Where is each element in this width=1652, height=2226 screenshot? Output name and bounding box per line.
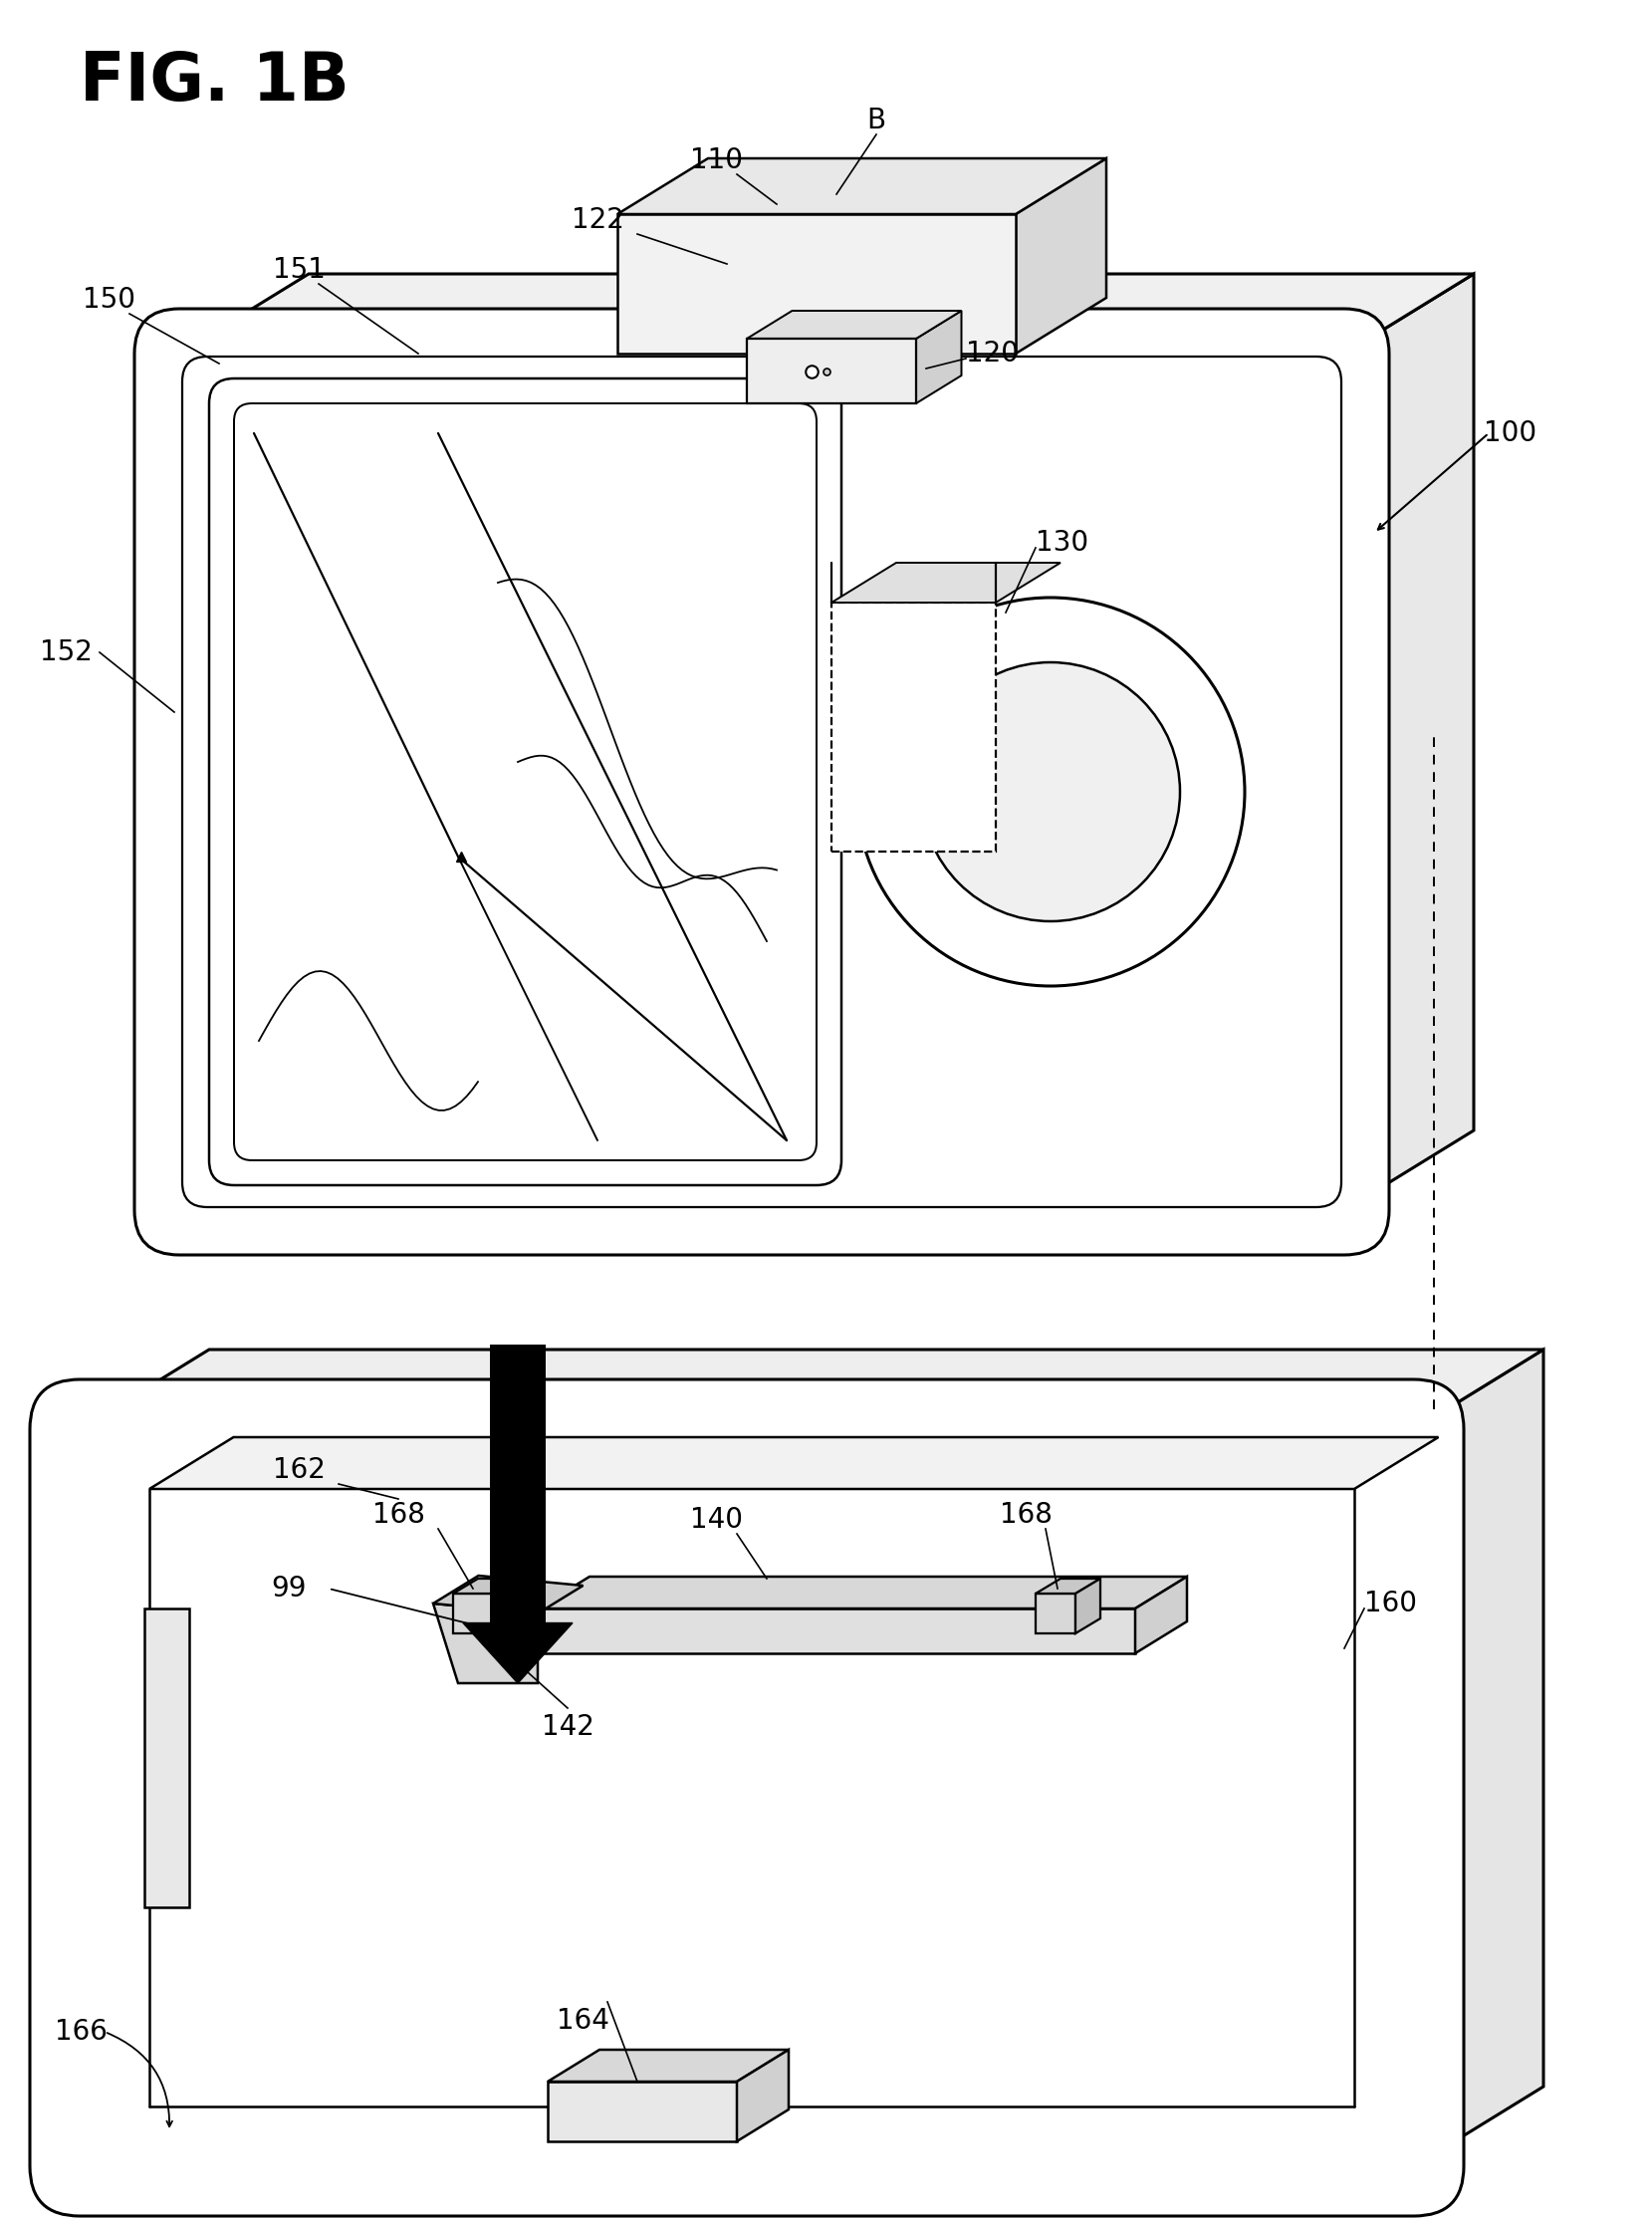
- Polygon shape: [747, 312, 961, 338]
- Text: 130: 130: [1036, 530, 1089, 556]
- FancyBboxPatch shape: [30, 1380, 1464, 2217]
- Bar: [747, 338, 917, 403]
- Text: 100: 100: [1483, 418, 1536, 447]
- Polygon shape: [1075, 1578, 1100, 1634]
- Polygon shape: [149, 1438, 1439, 1489]
- Polygon shape: [433, 1576, 583, 1614]
- Polygon shape: [79, 1349, 1543, 1429]
- Text: 152: 152: [40, 639, 93, 666]
- Bar: [1036, 1594, 1075, 1634]
- Polygon shape: [1345, 274, 1474, 1211]
- Polygon shape: [492, 1578, 517, 1634]
- Text: 142: 142: [542, 1714, 595, 1741]
- Text: 151: 151: [273, 256, 325, 285]
- Polygon shape: [618, 158, 1107, 214]
- Bar: [453, 1594, 492, 1634]
- Polygon shape: [1036, 1578, 1100, 1594]
- Text: FIG. 1B: FIG. 1B: [79, 49, 349, 114]
- Text: 99: 99: [271, 1574, 307, 1603]
- Bar: [618, 214, 1016, 354]
- Polygon shape: [831, 563, 1061, 603]
- Circle shape: [856, 597, 1244, 986]
- Text: 122: 122: [572, 207, 624, 234]
- Bar: [548, 2081, 737, 2141]
- FancyBboxPatch shape: [235, 403, 816, 1160]
- Text: 168: 168: [372, 1500, 425, 1529]
- Bar: [831, 603, 996, 853]
- Polygon shape: [453, 1578, 517, 1594]
- Text: 168: 168: [999, 1500, 1052, 1529]
- Polygon shape: [463, 1623, 573, 1683]
- Text: 162: 162: [273, 1456, 325, 1485]
- Polygon shape: [537, 1576, 1188, 1609]
- Text: 150: 150: [83, 285, 135, 314]
- Bar: [144, 1609, 190, 1908]
- Polygon shape: [548, 2050, 788, 2081]
- Polygon shape: [1135, 1576, 1188, 1654]
- Text: B: B: [867, 107, 885, 134]
- Text: 164: 164: [557, 2008, 610, 2035]
- Text: 160: 160: [1365, 1589, 1417, 1618]
- Polygon shape: [1414, 1349, 1543, 2166]
- FancyBboxPatch shape: [210, 378, 841, 1184]
- Polygon shape: [1016, 158, 1107, 354]
- Text: 140: 140: [691, 1507, 743, 1534]
- Polygon shape: [433, 1603, 537, 1683]
- Polygon shape: [737, 2050, 788, 2141]
- FancyBboxPatch shape: [134, 309, 1389, 1255]
- Bar: [537, 1609, 1135, 1654]
- Text: 110: 110: [691, 147, 743, 174]
- Text: 120: 120: [966, 341, 1019, 367]
- FancyBboxPatch shape: [182, 356, 1341, 1206]
- Polygon shape: [917, 312, 961, 403]
- Polygon shape: [178, 274, 1474, 354]
- Text: 166: 166: [55, 2017, 107, 2046]
- Bar: [491, 1345, 545, 1623]
- Circle shape: [922, 663, 1180, 922]
